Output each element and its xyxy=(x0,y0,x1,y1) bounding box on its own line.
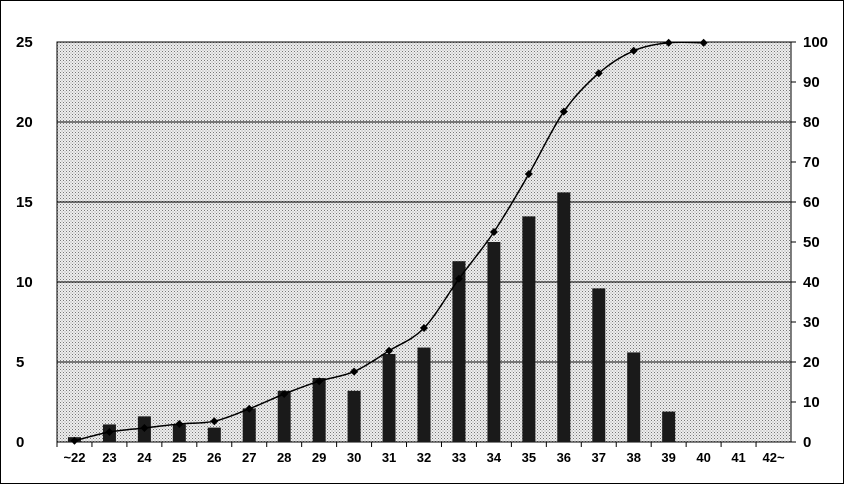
bar xyxy=(207,427,221,442)
line-point xyxy=(629,46,638,55)
bar xyxy=(592,288,606,442)
bar xyxy=(522,216,536,442)
right-tick-label: 20 xyxy=(803,354,820,371)
line-point xyxy=(699,38,708,47)
bar xyxy=(417,347,431,442)
line-point xyxy=(280,390,289,398)
line-point xyxy=(210,417,219,426)
bar xyxy=(557,192,571,442)
line-point xyxy=(594,69,603,78)
x-tick-label: 32 xyxy=(417,450,431,465)
line-point xyxy=(524,170,533,178)
x-tick-label: 37 xyxy=(592,450,606,465)
line-point xyxy=(315,377,324,386)
right-tick-label: 70 xyxy=(803,154,820,171)
line-point xyxy=(105,428,114,436)
line-point xyxy=(175,420,184,428)
bar xyxy=(662,411,676,442)
left-tick-label: 5 xyxy=(16,354,24,371)
x-tick-label: 30 xyxy=(347,450,361,465)
x-tick-label: 26 xyxy=(207,450,221,465)
x-tick-label: 23 xyxy=(102,450,116,465)
line-point xyxy=(350,367,359,376)
right-tick-label: 80 xyxy=(803,114,820,131)
x-tick-label: 27 xyxy=(242,450,256,465)
x-tick-label: 38 xyxy=(626,450,640,465)
line-point xyxy=(559,107,568,116)
left-tick-label: 15 xyxy=(16,194,33,211)
line-point xyxy=(420,324,428,332)
right-tick-label: 40 xyxy=(803,274,820,291)
x-tick-label: 35 xyxy=(522,450,536,465)
x-tick-label: 24 xyxy=(137,450,152,465)
line-point xyxy=(454,274,463,283)
left-tick-label: 10 xyxy=(16,274,33,291)
x-tick-label: 40 xyxy=(696,450,710,465)
bar xyxy=(627,352,641,442)
bar xyxy=(277,390,291,442)
bar xyxy=(487,242,501,442)
line-point xyxy=(489,228,498,236)
line-point xyxy=(140,424,149,432)
line-point xyxy=(70,436,79,445)
right-tick-label: 50 xyxy=(803,234,820,251)
right-tick-label: 0 xyxy=(803,434,811,451)
bar xyxy=(382,354,396,442)
x-tick-label: 42~ xyxy=(762,450,784,465)
bar xyxy=(312,378,326,442)
bar xyxy=(172,424,186,442)
left-tick-label: 25 xyxy=(16,34,33,51)
bar xyxy=(242,408,256,442)
right-tick-label: 10 xyxy=(803,394,820,411)
line-point xyxy=(385,346,394,355)
right-tick-label: 60 xyxy=(803,194,820,211)
right-tick-label: 30 xyxy=(803,314,820,331)
x-tick-label: ~22 xyxy=(63,450,85,465)
x-tick-label: 41 xyxy=(731,450,745,465)
right-tick-label: 100 xyxy=(803,34,828,51)
left-tick-label: 20 xyxy=(16,114,33,131)
x-tick-label: 28 xyxy=(277,450,291,465)
bar xyxy=(347,390,361,442)
bar xyxy=(452,261,466,442)
x-tick-label: 25 xyxy=(172,450,186,465)
x-tick-label: 39 xyxy=(661,450,675,465)
x-tick-label: 34 xyxy=(487,450,502,465)
left-tick-label: 0 xyxy=(16,434,24,451)
x-tick-label: 29 xyxy=(312,450,326,465)
right-tick-label: 90 xyxy=(803,74,820,91)
x-tick-label: 33 xyxy=(452,450,466,465)
x-tick-label: 31 xyxy=(382,450,396,465)
x-tick-label: 36 xyxy=(557,450,571,465)
line-point xyxy=(245,404,254,413)
line-point xyxy=(664,38,673,47)
